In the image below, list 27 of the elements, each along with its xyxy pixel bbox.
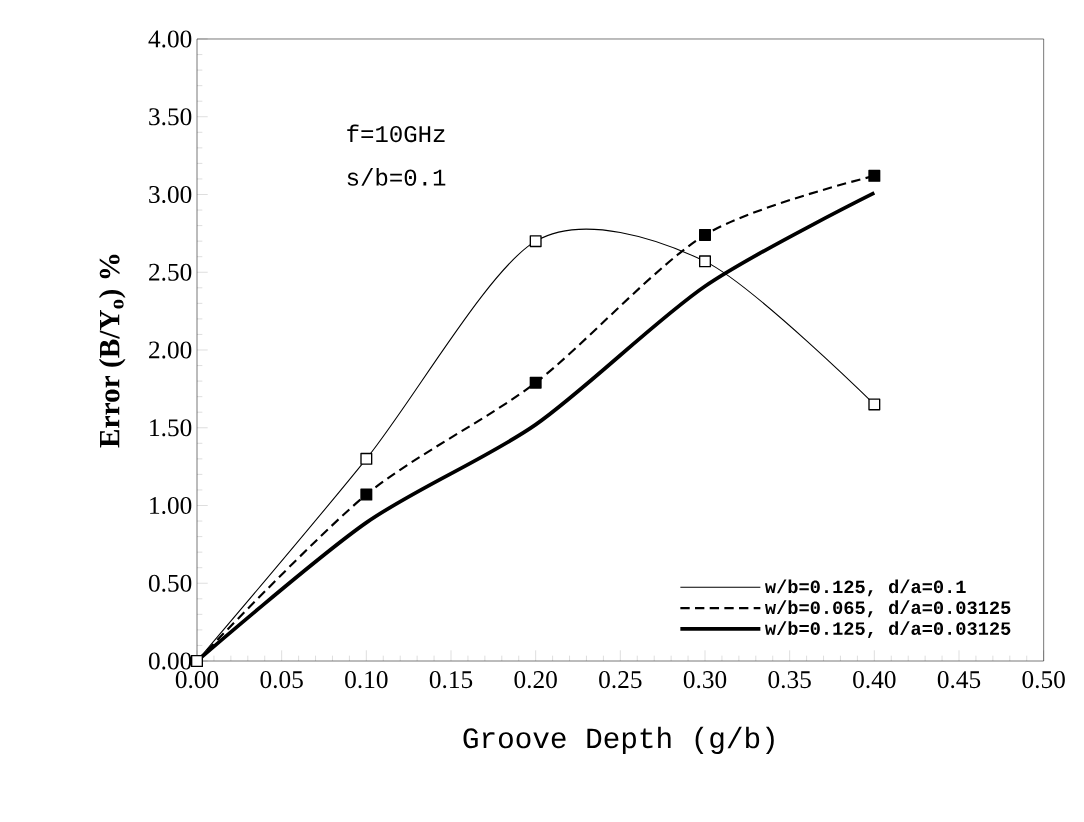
y-tick-label: 3.50: [149, 108, 192, 126]
x-tick-label: 0.20: [514, 671, 557, 689]
legend-label: w/b=0.125, d/a=0.03125: [765, 621, 1011, 639]
y-tick-label: 2.00: [149, 341, 192, 359]
x-tick-label: 0.35: [768, 671, 811, 689]
x-tick-label: 0.40: [853, 671, 896, 689]
x-tick-label: 0.45: [937, 671, 981, 689]
x-tick-label: 0.50: [1022, 671, 1065, 689]
annotation: f=10GHz: [347, 124, 445, 143]
annotation: s/b=0.1: [347, 168, 446, 186]
y-tick-label: 2.50: [149, 263, 192, 281]
x-axis-title: Groove Depth (g/b): [463, 726, 774, 755]
y-tick-label: 4.00: [148, 30, 192, 48]
x-tick-label: 0.15: [429, 671, 473, 689]
x-tick-label: 0.00: [175, 671, 219, 689]
legend-label: w/b=0.065, d/a=0.03125: [765, 600, 1011, 618]
legend-label: w/b=0.125, d/a=0.1: [765, 579, 966, 597]
y-tick-label: 1.50: [150, 419, 192, 437]
x-tick-label: 0.25: [599, 671, 642, 689]
y-tick-label: 0.00: [148, 652, 192, 670]
x-tick-label: 0.10: [345, 671, 388, 689]
y-tick-label: 0.50: [148, 574, 192, 592]
x-tick-label: 0.30: [683, 671, 727, 689]
y-tick-label: 1.00: [150, 496, 192, 515]
x-tick-label: 0.05: [260, 671, 303, 689]
y-axis-title: Error (B/Y$_{o}$) %: [98, 254, 126, 448]
y-tick-label: 3.00: [149, 185, 192, 204]
